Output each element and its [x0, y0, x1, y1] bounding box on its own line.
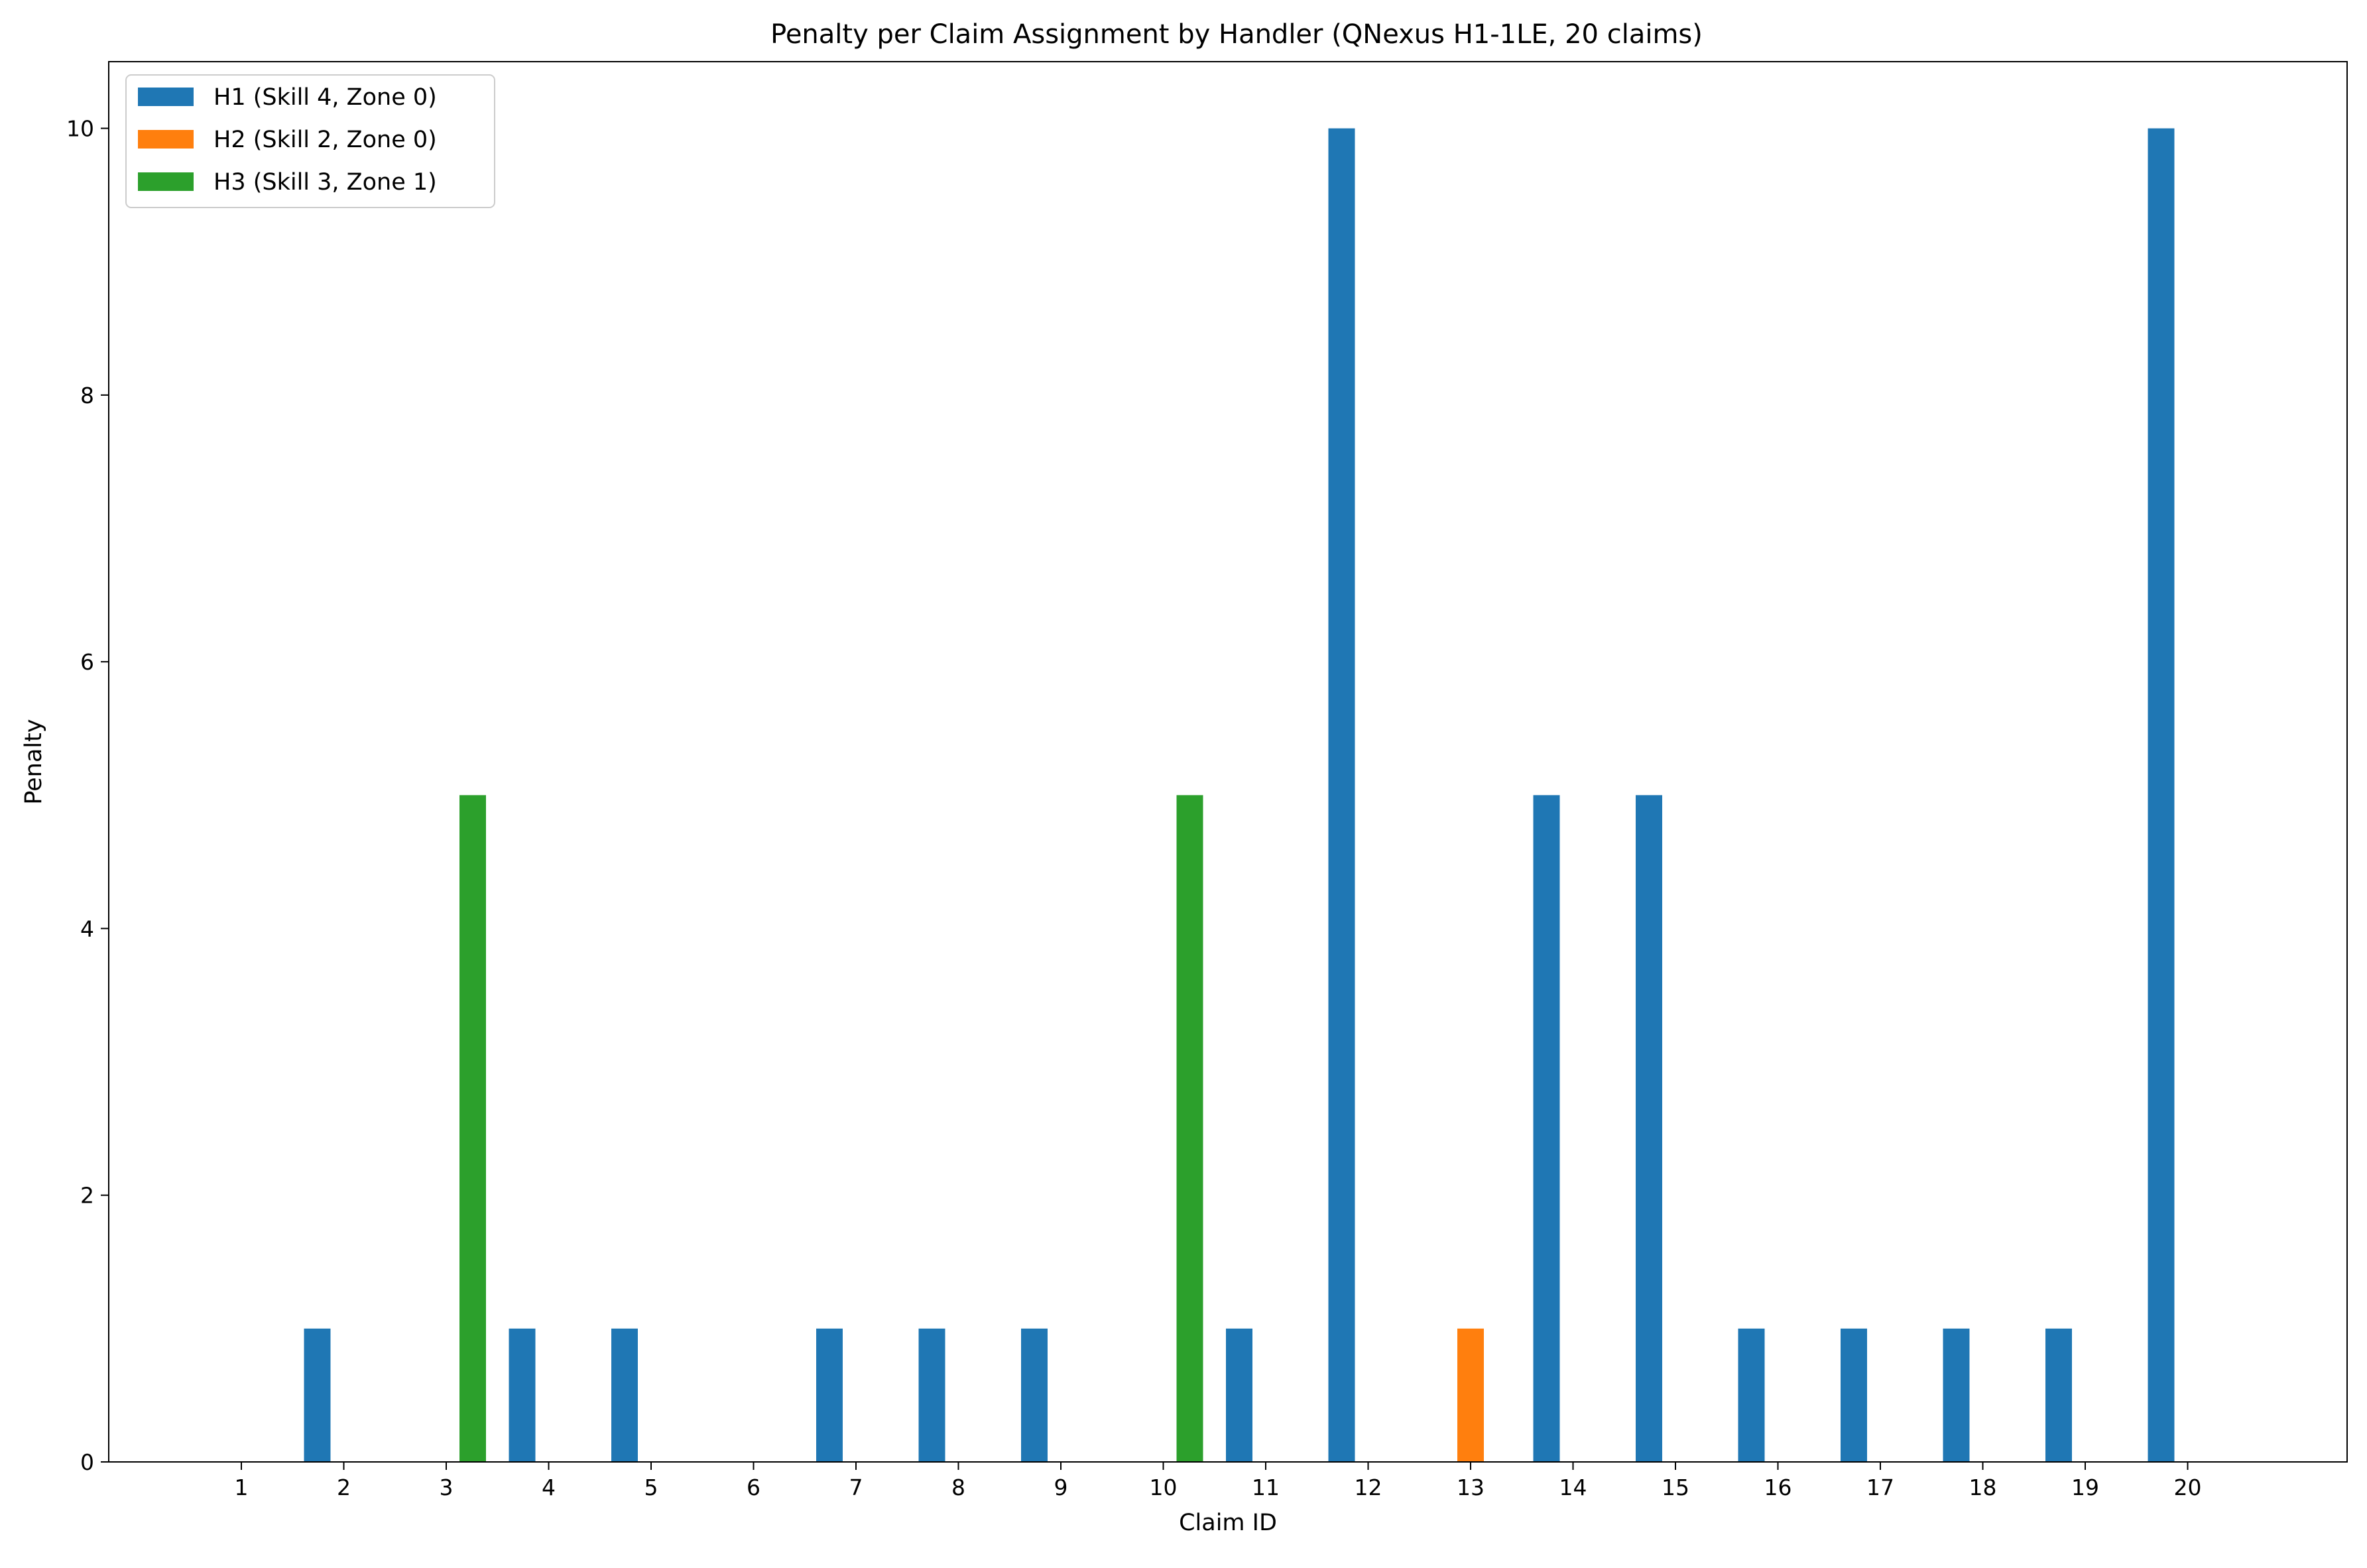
x-tick-label-2: 2: [337, 1475, 351, 1500]
legend-label-s2: H2 (Skill 2, Zone 0): [213, 127, 437, 153]
legend-swatch-s1: [138, 88, 194, 106]
x-tick-label-12: 12: [1355, 1475, 1382, 1500]
chart-title: Penalty per Claim Assignment by Handler …: [770, 19, 1703, 50]
legend-swatch-s3: [138, 172, 194, 191]
bar-s1-claim-19: [2045, 1328, 2072, 1462]
bar-s1-claim-5: [611, 1328, 638, 1462]
x-tick-label-10: 10: [1150, 1475, 1178, 1500]
y-axis-label: Penalty: [21, 719, 47, 804]
bar-s1-claim-17: [1841, 1328, 1867, 1462]
bar-s1-claim-11: [1226, 1328, 1252, 1462]
y-axis-ticks: 0 2 4 6 8 10: [66, 116, 109, 1475]
bars-layer: [304, 128, 2175, 1462]
y-tick-label-6: 6: [80, 649, 94, 675]
x-tick-label-17: 17: [1866, 1475, 1894, 1500]
legend-items: H1 (Skill 4, Zone 0) H2 (Skill 2, Zone 0)…: [138, 84, 437, 196]
x-tick-label-16: 16: [1764, 1475, 1792, 1500]
legend: H1 (Skill 4, Zone 0) H2 (Skill 2, Zone 0)…: [125, 74, 495, 208]
x-tick-label-6: 6: [747, 1475, 760, 1500]
bar-s1-claim-8: [918, 1328, 945, 1462]
y-tick-label-2: 2: [80, 1183, 94, 1209]
x-axis-ticks: 1 2 3 4 5 6 7 8 9 10 11 12 13 14 15 16 17 18 19 20: [235, 1462, 2202, 1500]
y-tick-label-10: 10: [66, 116, 94, 142]
y-tick-label-8: 8: [80, 383, 94, 408]
x-tick-label-20: 20: [2174, 1475, 2202, 1500]
x-axis-label: Claim ID: [1179, 1510, 1277, 1536]
legend-label-s3: H3 (Skill 3, Zone 1): [213, 169, 437, 196]
bar-s2-claim-13: [1457, 1328, 1484, 1462]
x-tick-label-8: 8: [951, 1475, 965, 1500]
bar-s3-claim-3: [459, 795, 486, 1462]
x-tick-label-3: 3: [440, 1475, 454, 1500]
bar-s1-claim-12: [1328, 128, 1355, 1462]
bar-s1-claim-4: [509, 1328, 536, 1462]
x-tick-label-7: 7: [849, 1475, 863, 1500]
bar-s1-claim-20: [2148, 128, 2175, 1462]
plot-area-frame: [108, 61, 2348, 1463]
y-tick-label-0: 0: [80, 1449, 94, 1475]
x-tick-label-19: 19: [2071, 1475, 2099, 1500]
legend-box: [125, 74, 495, 208]
x-tick-label-14: 14: [1559, 1475, 1587, 1500]
x-tick-label-4: 4: [542, 1475, 556, 1500]
bar-s1-claim-16: [1738, 1328, 1765, 1462]
bar-s1-claim-15: [1636, 795, 1662, 1462]
x-tick-label-18: 18: [1969, 1475, 1997, 1500]
x-tick-label-1: 1: [235, 1475, 249, 1500]
x-tick-label-15: 15: [1662, 1475, 1689, 1500]
bar-s3-claim-10: [1176, 795, 1203, 1462]
bar-s1-claim-2: [304, 1328, 331, 1462]
x-tick-label-5: 5: [644, 1475, 658, 1500]
x-tick-label-9: 9: [1054, 1475, 1068, 1500]
x-tick-label-13: 13: [1457, 1475, 1485, 1500]
bar-s1-claim-7: [816, 1328, 843, 1462]
bar-s1-claim-9: [1021, 1328, 1048, 1462]
bar-s1-claim-18: [1943, 1328, 1970, 1462]
bar-s1-claim-14: [1533, 795, 1560, 1462]
x-tick-label-11: 11: [1252, 1475, 1280, 1500]
y-tick-label-4: 4: [80, 916, 94, 941]
legend-label-s1: H1 (Skill 4, Zone 0): [213, 84, 437, 111]
legend-swatch-s2: [138, 130, 194, 149]
